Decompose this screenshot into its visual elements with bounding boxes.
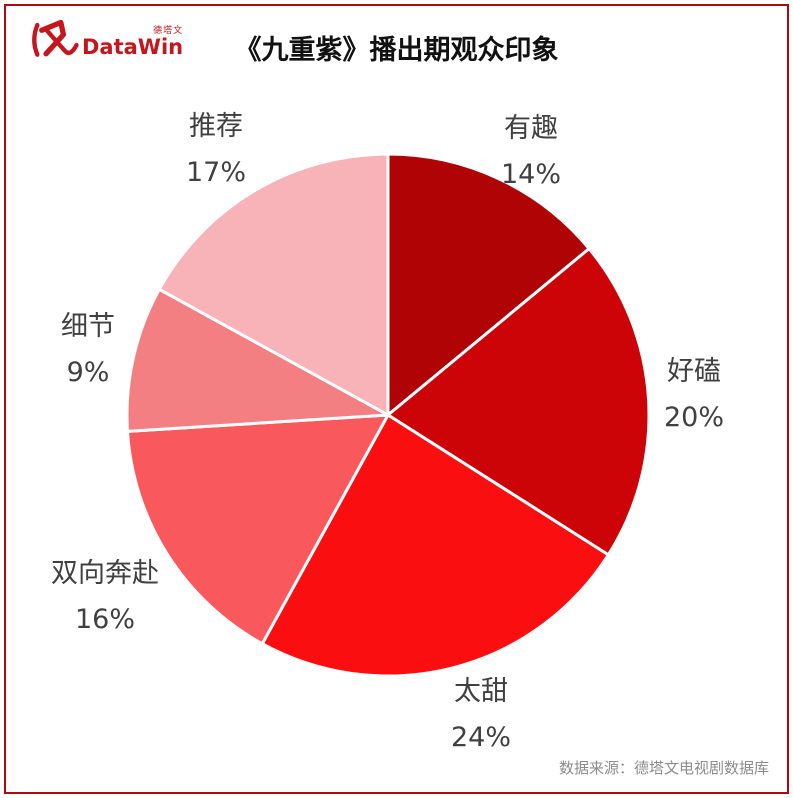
pie-slice-1: [386, 247, 651, 557]
slice-label-pct: 14%: [500, 159, 562, 190]
data-source-note: 数据来源：德塔文电视剧数据库: [558, 759, 769, 777]
slice-label-tuijian: 推荐 17%: [186, 104, 246, 196]
slice-label-xijie: 细节 9%: [61, 304, 115, 396]
datawin-logo: 德塔文 DataWin: [26, 16, 183, 62]
pie-slice-2: [260, 413, 610, 678]
slice-label-text: 双向奔赴: [51, 558, 159, 589]
slice-label-pct: 9%: [66, 357, 110, 388]
slice-label-pct: 20%: [663, 402, 725, 433]
pie-slice-4: [125, 287, 390, 433]
slice-label-pct: 16%: [74, 604, 135, 635]
slice-label-haoke: 好磕 20%: [664, 349, 724, 441]
pie-slice-0: [386, 152, 591, 417]
slice-label-text: 好磕: [666, 356, 721, 387]
slice-label-text: 细节: [61, 311, 115, 342]
pie-slice-3: [126, 413, 390, 646]
slice-label-text: 太甜: [453, 676, 508, 707]
page-title: 《九重紫》播出期观众印象: [234, 35, 559, 66]
slice-label-taitian: 太甜 24%: [451, 669, 511, 761]
slice-label-text: 推荐: [188, 111, 243, 142]
slice-label-shuangxiangbenfu: 双向奔赴 16%: [51, 551, 159, 643]
slice-label-youqu: 有趣 14%: [501, 106, 561, 198]
pie-slice-5: [157, 152, 390, 417]
slice-label-pct: 17%: [185, 157, 247, 188]
slice-label-pct: 24%: [450, 722, 512, 753]
brand-name-cn: 德塔文: [153, 26, 184, 36]
datawin-logo-text: 德塔文 DataWin: [82, 27, 183, 58]
brand-name: DataWin: [82, 35, 184, 59]
slice-label-text: 有趣: [503, 113, 558, 144]
datawin-logo-icon: [32, 19, 79, 57]
